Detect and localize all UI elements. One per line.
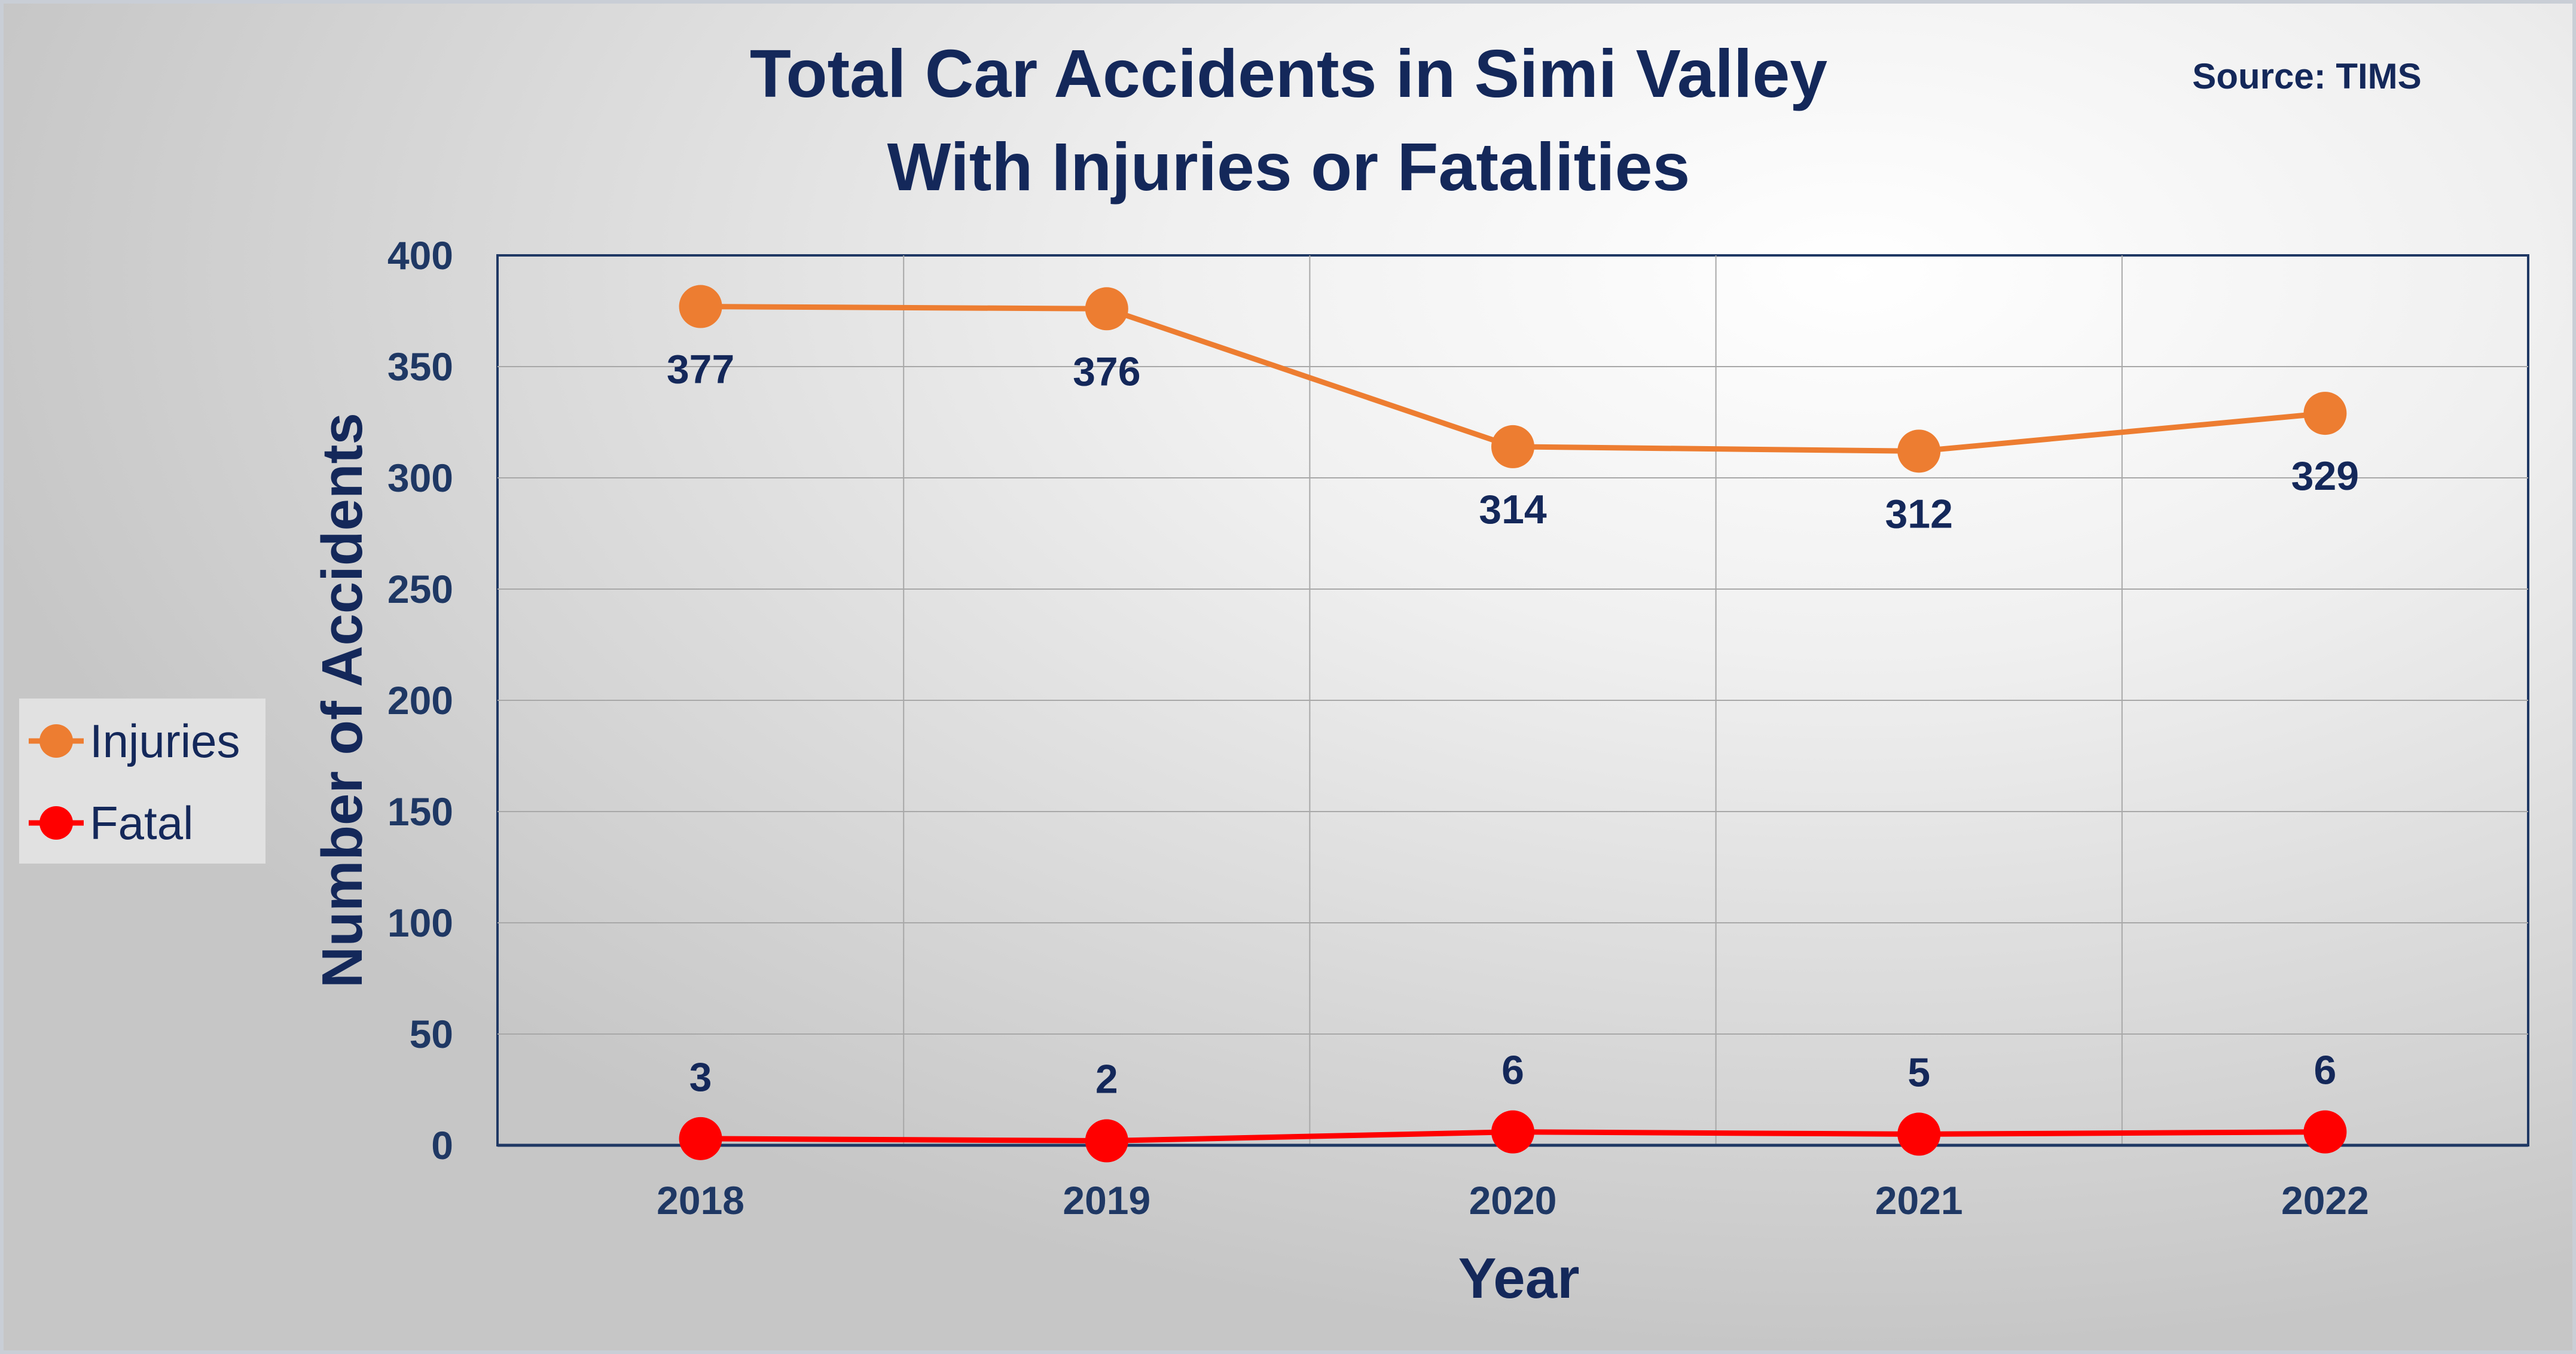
data-label: 2 bbox=[1095, 1057, 1118, 1102]
y-tick-label: 100 bbox=[387, 901, 453, 945]
y-tick-label: 400 bbox=[387, 233, 453, 277]
data-label: 376 bbox=[1073, 349, 1140, 394]
data-label: 3 bbox=[689, 1054, 712, 1100]
y-tick-label: 0 bbox=[431, 1123, 453, 1167]
legend-label: Injuries bbox=[90, 715, 240, 767]
y-axis-ticks: 0 50 100 150 200 250 300 350 400 bbox=[387, 233, 453, 1167]
data-label: 329 bbox=[2291, 453, 2359, 499]
data-label: 6 bbox=[1501, 1048, 1524, 1093]
data-point bbox=[1491, 425, 1534, 468]
y-tick-label: 200 bbox=[387, 678, 453, 722]
data-point bbox=[679, 1117, 722, 1160]
series-injuries: 377 376 314 312 329 bbox=[667, 285, 2359, 536]
data-point bbox=[1085, 287, 1128, 331]
data-point bbox=[1085, 1119, 1128, 1163]
series-layer: 377 376 314 312 329 3 2 6 5 6 bbox=[667, 285, 2359, 1163]
x-axis-title: Year bbox=[1458, 1246, 1580, 1310]
x-tick-label: 2020 bbox=[1469, 1178, 1557, 1222]
y-tick-label: 250 bbox=[387, 567, 453, 611]
data-point bbox=[2303, 392, 2347, 435]
legend: Injuries Fatal bbox=[29, 715, 240, 849]
legend-item-fatal: Fatal bbox=[29, 797, 193, 849]
chart-title-line-1: Total Car Accidents in Simi Valley bbox=[750, 36, 1827, 111]
y-tick-label: 150 bbox=[387, 789, 453, 834]
x-tick-label: 2019 bbox=[1063, 1178, 1150, 1222]
x-tick-label: 2018 bbox=[657, 1178, 744, 1222]
x-axis-ticks: 2018 2019 2020 2021 2022 bbox=[657, 1178, 2369, 1222]
x-tick-label: 2021 bbox=[1875, 1178, 1963, 1222]
data-label: 5 bbox=[1907, 1050, 1930, 1095]
legend-item-injuries: Injuries bbox=[29, 715, 240, 767]
data-point bbox=[2303, 1110, 2347, 1154]
data-label: 377 bbox=[667, 347, 734, 392]
data-point bbox=[1491, 1110, 1534, 1154]
chart-title-line-2: With Injuries or Fatalities bbox=[887, 129, 1690, 205]
y-tick-label: 50 bbox=[410, 1012, 453, 1056]
data-point bbox=[679, 285, 722, 328]
legend-marker bbox=[39, 724, 73, 758]
x-tick-label: 2022 bbox=[2281, 1178, 2369, 1222]
source-note: Source: TIMS bbox=[2192, 56, 2421, 96]
data-label: 312 bbox=[1885, 491, 1952, 536]
data-label: 314 bbox=[1479, 487, 1547, 532]
legend-marker bbox=[39, 806, 73, 840]
y-axis-title: Number of Accidents bbox=[310, 413, 374, 988]
data-label: 6 bbox=[2313, 1048, 2336, 1093]
y-tick-label: 300 bbox=[387, 456, 453, 500]
legend-label: Fatal bbox=[90, 797, 193, 849]
series-fatal: 3 2 6 5 6 bbox=[679, 1048, 2347, 1163]
data-point bbox=[1897, 429, 1941, 473]
gridlines bbox=[498, 255, 2528, 1147]
data-point bbox=[1897, 1112, 1941, 1156]
y-tick-label: 350 bbox=[387, 344, 453, 389]
